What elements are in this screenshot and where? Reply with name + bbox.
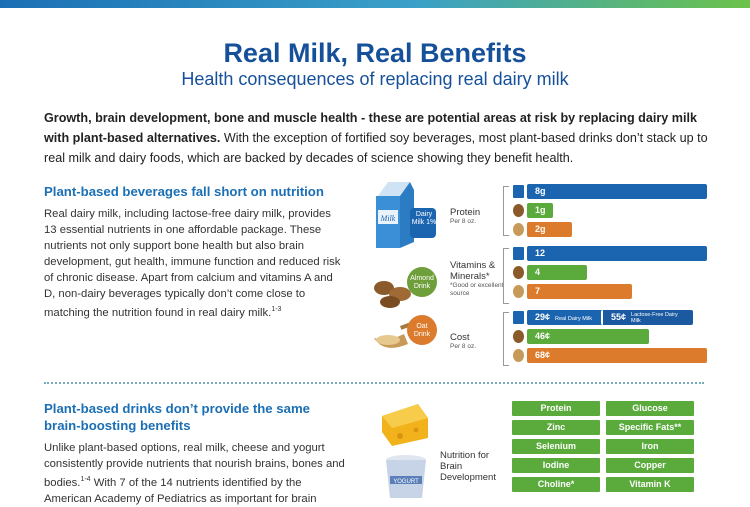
intro-text: With the exception of fortified soy beve… (44, 131, 708, 165)
bar-series-icon (513, 311, 524, 324)
section2-body: Unlike plant-based options, real milk, c… (44, 440, 349, 507)
bar-series-icon (513, 285, 524, 298)
brain-nutrient-right: Vitamin K (606, 477, 694, 492)
bar-cost-1: 46¢ (527, 329, 649, 344)
section1-heading: Plant-based beverages fall short on nutr… (44, 184, 324, 199)
bar-cost-2: 68¢ (527, 348, 707, 363)
brain-nutrient-left: Selenium (512, 439, 600, 454)
brain-nutrient-right: Glucose (606, 401, 694, 416)
real-dairy-label: Real Dairy Milk (555, 316, 593, 322)
bar-value-label: 8g (535, 186, 546, 196)
product-illustrations: Milk (374, 182, 437, 348)
bar-series-icon (513, 349, 524, 362)
bar-value-label: 29¢ (535, 312, 551, 322)
bar-value-label: 1g (535, 205, 546, 215)
bar-value-label: 4 (535, 267, 541, 277)
dairy-foods-illustration: YOGURT (382, 404, 428, 498)
section1-body-text: Real dairy milk, including lactose-free … (44, 208, 341, 319)
metric-vitamins: Vitamins & Minerals* *Good or excellent s… (450, 260, 510, 298)
metric-cost-label: Cost (450, 332, 470, 343)
bar-vitamins-minerals-2: 7 (527, 284, 632, 299)
metric-cost-note: Per 8 oz. (450, 343, 477, 350)
oat-label: Oat Drink (413, 323, 431, 338)
top-color-bar (0, 0, 750, 8)
brain-nutrient-left: Zinc (512, 420, 600, 435)
protein-bracket (503, 186, 509, 236)
brain-nutrition-label: Nutrition for Brain Development (440, 450, 496, 483)
lactose-free-label: Lactose-Free Dairy Milk (631, 311, 678, 324)
section1-citation: 1-3 (271, 306, 282, 313)
oat-tag-icon (407, 315, 437, 345)
bar-protein-2: 2g (527, 222, 572, 237)
bar-series-icon (513, 185, 524, 198)
brain-nutrient-right: Specific Fats** (606, 420, 694, 435)
intro-bold-text: Growth, brain development, bone and musc… (44, 111, 697, 145)
metric-protein-note: Per 8 oz. (450, 218, 477, 225)
bar-cost-0: 29¢ Real Dairy Milk (527, 310, 607, 325)
metric-vitamins-note: *Good or excellent source (450, 282, 504, 297)
metric-cost: Cost Per 8 oz. (450, 332, 476, 351)
vitamins-bracket (503, 248, 509, 304)
bar-protein-0: 8g (527, 184, 707, 199)
metric-protein-label: Protein (450, 207, 481, 218)
bar-series-icon (513, 247, 524, 260)
brain-nutrient-left: Choline* (512, 477, 600, 492)
yogurt-label: YOGURT (393, 479, 419, 485)
section-divider (44, 382, 704, 384)
brain-nutrient-left: Protein (512, 401, 600, 416)
section2-heading: Plant-based drinks don’t provide the sam… (44, 401, 311, 433)
cost-bracket (503, 312, 509, 366)
bar-value-label: 7 (535, 286, 541, 296)
carton-label: Milk (380, 214, 396, 223)
bar-value-label: 12 (535, 248, 546, 258)
brain-nutrient-right: Iron (606, 439, 694, 454)
dairy-label: Dairy Milk 1% (411, 211, 437, 226)
brain-nutrient-right: Copper (606, 458, 694, 473)
cheese-icon (382, 404, 428, 446)
page-subtitle: Health consequences of replacing real da… (181, 69, 569, 89)
brain-nutrient-left: Iodine (512, 458, 600, 473)
almonds-icon (374, 281, 411, 308)
bar-vitamins-minerals-0: 12 (527, 246, 707, 261)
section1-body: Real dairy milk, including lactose-free … (44, 206, 344, 321)
bar-value-label: 46¢ (535, 331, 551, 341)
section2-citation: 1-4 (80, 476, 91, 483)
almond-tag-icon (407, 267, 437, 297)
yogurt-cup-icon: YOGURT (386, 455, 426, 498)
bar-series-icon (513, 266, 524, 279)
bar-value-label: 68¢ (535, 350, 551, 360)
page-title: Real Milk, Real Benefits (223, 38, 527, 68)
bar-value-label: 55¢ (611, 312, 627, 322)
bar-lactose-free-cost: 55¢ Lactose-Free Dairy Milk (601, 310, 693, 325)
bar-vitamins-minerals-1: 4 (527, 265, 587, 280)
intro-paragraph: Growth, brain development, bone and musc… (44, 108, 714, 168)
milk-carton-icon: Milk (376, 182, 414, 248)
section2-body-text: Unlike plant-based options, real milk, c… (44, 442, 345, 489)
metric-vitamins-label: Vitamins & Minerals* (450, 260, 496, 282)
bar-protein-1: 1g (527, 203, 553, 218)
bar-series-icon (513, 223, 524, 236)
dairy-tag-icon (410, 208, 436, 238)
almond-label: Almond Drink (410, 275, 434, 290)
bar-value-label: 2g (535, 224, 546, 234)
metric-protein: Protein Per 8 oz. (450, 207, 480, 226)
bar-series-icon (513, 330, 524, 343)
bar-series-icon (513, 204, 524, 217)
